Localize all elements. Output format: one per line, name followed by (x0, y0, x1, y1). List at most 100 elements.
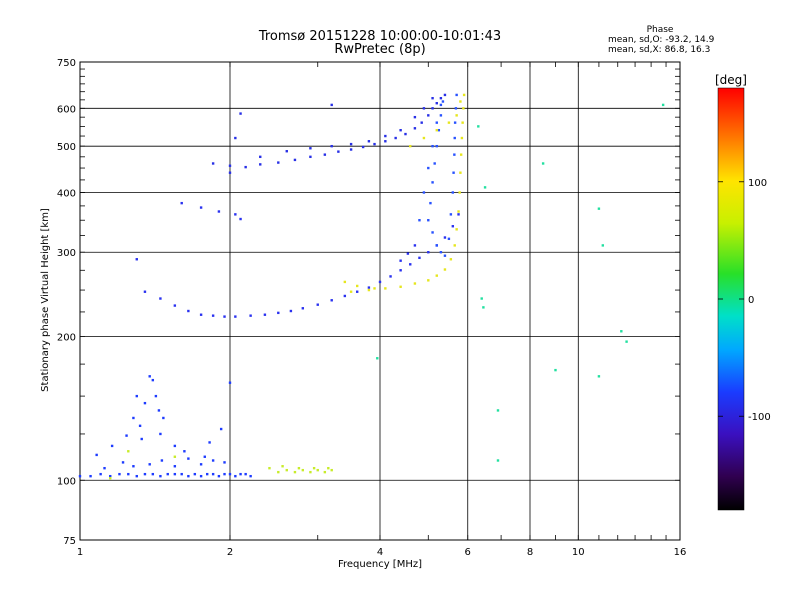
data-point (554, 368, 557, 372)
data-point (211, 472, 215, 476)
data-point (384, 140, 387, 143)
data-point (453, 244, 456, 247)
data-point (429, 201, 432, 205)
data-point (268, 466, 271, 470)
data-point (118, 472, 121, 476)
data-point (199, 313, 203, 316)
data-point (451, 225, 455, 228)
data-point (309, 155, 312, 159)
data-point (293, 158, 297, 162)
y-tick-label: 400 (57, 188, 76, 199)
data-point (373, 287, 376, 290)
data-point (277, 470, 280, 474)
data-point (103, 466, 106, 470)
data-point (427, 251, 430, 254)
data-point (121, 461, 125, 464)
data-point (455, 114, 458, 117)
stats-line-o: mean, sd,O: -93.2, 14.9 (608, 35, 715, 45)
data-point (259, 163, 262, 166)
data-point (431, 96, 434, 100)
data-point (453, 136, 456, 140)
data-point (109, 474, 112, 478)
data-point (439, 114, 443, 117)
data-point (132, 465, 135, 468)
data-point (159, 474, 162, 478)
data-point (443, 93, 447, 97)
data-point (480, 297, 483, 300)
data-point (330, 468, 333, 472)
data-point (323, 153, 327, 156)
data-point (208, 441, 211, 444)
data-point (433, 162, 436, 165)
data-point (110, 444, 114, 448)
data-point (330, 144, 333, 148)
data-point (173, 444, 177, 448)
data-point (263, 313, 267, 316)
x-ticks: 1 2 4 6 8 10 16 (77, 62, 687, 558)
data-point (439, 96, 443, 100)
data-point (205, 472, 209, 476)
data-point (437, 128, 441, 132)
data-point (234, 474, 237, 478)
data-point (355, 284, 359, 288)
data-point (413, 115, 417, 119)
data-point (330, 299, 333, 302)
data-point (199, 474, 203, 478)
data-point (173, 304, 177, 307)
x-tick-label: 2 (227, 547, 233, 558)
data-point (454, 107, 458, 110)
data-point (166, 472, 169, 476)
data-point (285, 468, 288, 472)
colorbar-tick-label: 0 (748, 295, 754, 306)
data-point (459, 153, 463, 156)
data-point (330, 103, 333, 107)
data-point (309, 147, 312, 150)
data-point (223, 472, 226, 476)
data-point (431, 231, 434, 234)
data-points (78, 93, 665, 480)
data-point (406, 252, 410, 255)
data-point (413, 244, 417, 247)
data-point (367, 288, 371, 292)
data-point (384, 287, 387, 290)
data-point (376, 357, 379, 360)
data-point (143, 290, 147, 293)
data-point (89, 474, 92, 478)
y-tick-label: 750 (57, 58, 76, 69)
data-point (427, 219, 430, 222)
data-point (394, 136, 397, 140)
data-point (601, 244, 605, 247)
data-point (349, 142, 353, 146)
data-point (447, 121, 451, 124)
data-point (217, 210, 221, 213)
data-point (154, 394, 158, 398)
data-point (418, 256, 421, 260)
data-point (413, 127, 417, 130)
data-point (449, 258, 453, 261)
x-tick-label: 16 (674, 547, 687, 558)
data-point (244, 472, 247, 476)
data-point (455, 93, 458, 97)
data-point (597, 207, 601, 210)
y-ticks: 75 100 200 300 400 500 600 750 (57, 58, 680, 547)
data-point (349, 290, 353, 293)
data-point (239, 112, 242, 115)
data-point (461, 121, 464, 124)
data-point (451, 191, 455, 194)
data-point (431, 107, 434, 110)
data-point (661, 103, 665, 107)
data-point (431, 181, 434, 184)
data-point (427, 279, 430, 282)
data-point (422, 191, 426, 194)
colorbar-ticks: 100 0 -100 (718, 178, 771, 423)
data-point (277, 161, 280, 164)
x-axis-label: Frequency [MHz] (338, 559, 422, 570)
data-point (95, 453, 98, 457)
data-point (211, 459, 215, 462)
data-point (173, 455, 177, 458)
data-point (399, 269, 402, 272)
y-tick-label: 300 (57, 248, 76, 259)
data-point (457, 213, 460, 216)
data-point (541, 162, 545, 165)
data-point (431, 144, 434, 148)
